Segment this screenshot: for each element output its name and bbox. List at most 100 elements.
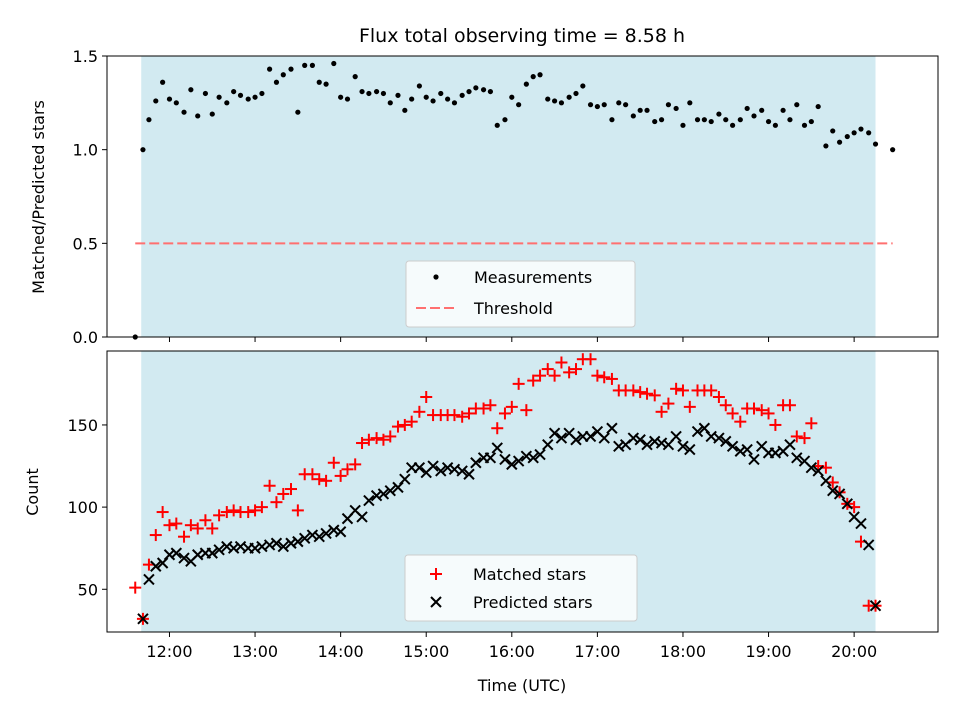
predicted-star-point — [534, 448, 546, 461]
predicted-star-point — [527, 452, 539, 464]
matched-star-point — [762, 407, 775, 420]
x-axis-label: Time (UTC) — [477, 676, 566, 695]
matched-star-point — [199, 514, 212, 527]
measurement-point — [716, 111, 722, 117]
predicted-star-point — [606, 422, 618, 434]
measurement-point — [594, 103, 600, 110]
measurement-point — [658, 117, 665, 123]
predicted-star-point — [334, 526, 347, 538]
predicted-star-point — [356, 511, 368, 523]
matched-star-point — [249, 504, 262, 517]
measurement-points — [132, 60, 896, 340]
measurement-point — [202, 90, 209, 97]
matched-star-point — [769, 418, 782, 431]
predicted-star-point — [820, 475, 832, 487]
predicted-star-point — [812, 465, 824, 477]
predicted-star-point — [613, 440, 625, 453]
measurement-point — [173, 100, 179, 106]
measurement-point — [759, 107, 765, 113]
matched-star-point — [534, 369, 547, 382]
predicted-star-point — [328, 524, 340, 536]
matched-star-point — [349, 458, 362, 471]
top-x-ticks — [168, 337, 855, 342]
measurement-point — [772, 122, 778, 128]
measurement-point — [480, 87, 487, 93]
predicted-star-point — [584, 430, 597, 443]
matched-star-point — [206, 522, 219, 535]
predicted-star-point — [499, 453, 511, 466]
measurement-point — [609, 117, 615, 123]
measurement-point — [146, 117, 152, 123]
matched-star-point — [320, 474, 333, 487]
matched-star-point — [563, 366, 576, 379]
y-tick-label: 50 — [78, 580, 98, 599]
measurement-point — [288, 66, 294, 72]
measurement-point — [451, 100, 458, 106]
matched-star-point — [505, 400, 518, 413]
legend-predicted-marker — [430, 596, 442, 608]
measurement-point — [890, 147, 896, 153]
measurement-point — [273, 79, 280, 85]
matched-star-point — [184, 519, 197, 532]
x-tick-label: 17:00 — [574, 642, 620, 661]
matched-star-point — [384, 430, 397, 443]
matched-star-point — [334, 469, 347, 482]
measurement-point — [765, 118, 772, 125]
predicted-star-point — [277, 540, 290, 553]
measurement-point — [323, 81, 329, 87]
predicted-star-point — [598, 432, 610, 444]
measurement-point — [787, 117, 793, 123]
matched-star-point — [227, 504, 240, 517]
matched-star-point — [191, 522, 204, 535]
predicted-star-point — [841, 498, 853, 510]
measurement-point — [153, 98, 159, 104]
predicted-star-point — [670, 430, 682, 443]
measurement-point — [237, 92, 244, 98]
matched-star-point — [676, 384, 689, 397]
measurement-point — [487, 88, 494, 95]
matched-stars-points — [129, 353, 882, 625]
matched-star-point — [377, 433, 390, 446]
measurement-point — [644, 107, 650, 113]
predicted-star-point — [713, 432, 725, 444]
measurement-point — [573, 90, 579, 97]
predicted-star-point — [720, 435, 732, 448]
predicted-star-point — [805, 461, 818, 474]
measurement-point — [267, 66, 273, 72]
matched-star-point — [156, 506, 169, 519]
legend-matched-marker — [430, 568, 442, 580]
measurement-point — [815, 103, 821, 110]
predicted-star-point — [178, 552, 190, 564]
measurement-point — [680, 122, 686, 128]
measurement-point — [302, 62, 308, 68]
matched-star-point — [641, 387, 654, 400]
measurement-point — [309, 62, 315, 68]
measurement-point — [836, 139, 843, 145]
matched-star-point — [755, 404, 768, 417]
measurement-point — [252, 94, 258, 100]
measurement-point — [558, 100, 565, 106]
bottom-y-ticks: 50 100 150 — [67, 416, 107, 599]
predicted-star-point — [542, 438, 554, 451]
predicted-star-point — [734, 445, 747, 457]
predicted-star-point — [163, 549, 176, 561]
predicted-star-point — [855, 517, 867, 530]
matched-star-point — [327, 456, 340, 469]
matched-star-point — [627, 384, 640, 397]
matched-star-point — [484, 399, 497, 412]
measurement-point — [516, 102, 522, 108]
matched-star-point — [362, 433, 375, 446]
matched-star-point — [356, 437, 369, 450]
legend-matched-label: Matched stars — [473, 565, 586, 584]
measurement-point — [872, 141, 879, 147]
predicted-star-point — [833, 488, 846, 500]
matched-star-point — [683, 400, 696, 413]
matched-star-point — [420, 391, 433, 404]
predicted-star-point — [677, 440, 689, 453]
y-tick-label: 1.0 — [73, 141, 98, 160]
predicted-star-point — [384, 484, 396, 497]
predicted-star-point — [748, 453, 760, 466]
x-tick-label: 15:00 — [403, 642, 449, 661]
predicted-star-point — [435, 465, 447, 477]
matched-star-point — [291, 504, 304, 517]
